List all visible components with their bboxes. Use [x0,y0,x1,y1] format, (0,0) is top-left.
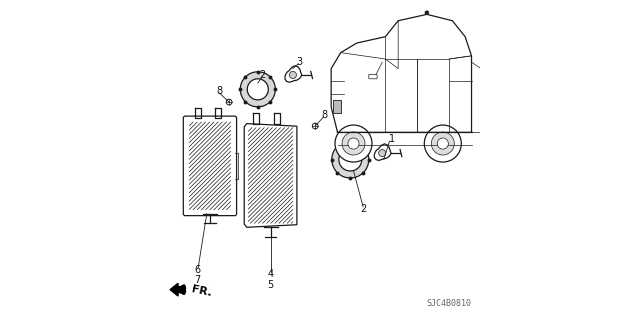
Circle shape [247,79,268,100]
Circle shape [335,125,372,162]
Circle shape [240,72,275,107]
Circle shape [437,138,449,149]
Circle shape [342,132,365,155]
Text: FR.: FR. [191,284,213,298]
Text: 2: 2 [360,204,366,214]
Text: 3: 3 [296,57,302,67]
FancyArrow shape [170,283,186,296]
Bar [333,100,340,113]
Circle shape [348,138,359,149]
Circle shape [425,11,429,15]
Text: 4: 4 [268,269,274,279]
Text: 5: 5 [268,279,274,290]
Polygon shape [244,124,297,227]
FancyBboxPatch shape [369,74,377,79]
Text: 8: 8 [322,110,328,120]
Circle shape [339,148,362,171]
Circle shape [379,150,386,157]
FancyBboxPatch shape [183,116,237,216]
Text: 1: 1 [388,134,395,144]
Text: 2: 2 [259,70,265,80]
Circle shape [226,99,232,105]
Circle shape [424,125,461,162]
Text: 6: 6 [194,264,200,275]
Polygon shape [285,66,302,82]
Text: 7: 7 [194,275,200,285]
Circle shape [289,71,296,78]
Text: 8: 8 [216,86,223,96]
Polygon shape [374,144,391,160]
Circle shape [332,141,369,178]
Circle shape [312,123,318,129]
Text: SJC4B0810: SJC4B0810 [426,299,472,308]
Circle shape [431,132,454,155]
